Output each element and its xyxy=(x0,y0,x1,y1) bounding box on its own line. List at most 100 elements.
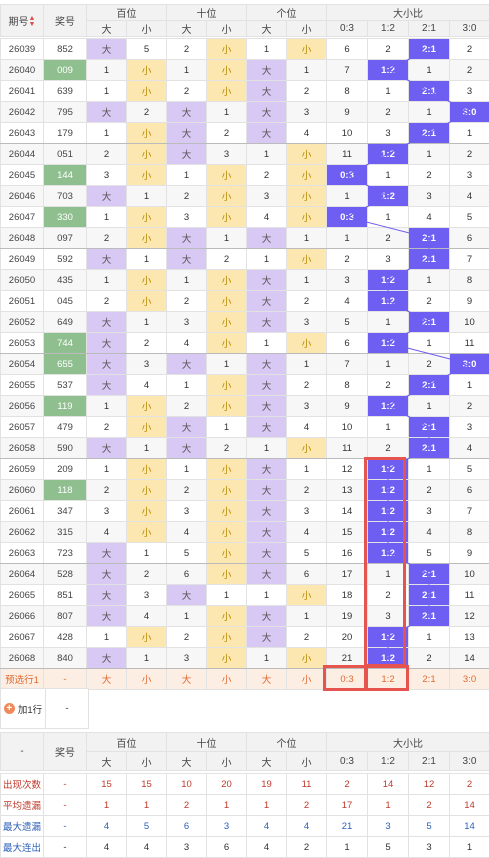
value-marker: 小 xyxy=(206,185,247,207)
miss-count: 1 xyxy=(286,605,327,627)
value-marker: 大 xyxy=(246,122,287,144)
predict-option-2[interactable]: 大 xyxy=(166,668,207,690)
miss-count: 2 xyxy=(166,185,207,207)
miss-count: 5 xyxy=(408,542,450,564)
issue-cell: 26067 xyxy=(0,626,44,648)
value-marker: 大 xyxy=(86,353,127,375)
value-marker: 小 xyxy=(126,626,167,648)
predict-option-3[interactable]: 小 xyxy=(206,668,247,690)
predict-option-4[interactable]: 大 xyxy=(246,668,287,690)
stats-label: 平均遗漏 xyxy=(0,794,44,816)
value-marker: 大 xyxy=(246,395,287,417)
stats-value: 14 xyxy=(367,773,409,795)
header-sub-5: 小 xyxy=(286,20,327,37)
value-marker: 小 xyxy=(206,479,247,501)
stats-value: 11 xyxy=(286,773,327,795)
footer-sub-6: 0:3 xyxy=(326,751,368,771)
predict-option-5[interactable]: 小 xyxy=(286,668,327,690)
value-marker: 大 xyxy=(86,101,127,123)
predict-option-9[interactable]: 3:0 xyxy=(449,668,489,690)
issue-cell: 26050 xyxy=(0,269,44,291)
issue-cell: 26041 xyxy=(0,80,44,102)
table-row: 26055 537 大 4 1 小大 2 8 2 2:1 1 xyxy=(0,374,489,396)
value-marker: 小 xyxy=(206,542,247,564)
predict-option-0[interactable]: 大 xyxy=(86,668,127,690)
value-marker: 小 xyxy=(126,80,167,102)
miss-count: 1 xyxy=(326,185,368,207)
value-marker: 小 xyxy=(206,311,247,333)
value-marker: 大 xyxy=(86,185,127,207)
value-marker: 小 xyxy=(126,479,167,501)
miss-count: 2 xyxy=(246,164,287,186)
issue-header[interactable]: 期号▲ ▼ xyxy=(0,4,44,37)
issue-cell: 26040 xyxy=(0,59,44,81)
miss-count: 1 xyxy=(126,248,167,270)
miss-count: 2 xyxy=(126,563,167,585)
miss-count: 3 xyxy=(166,647,207,669)
issue-header-label: 期号 xyxy=(8,16,29,28)
header-sub-3: 小 xyxy=(206,20,247,37)
predict-option-6[interactable]: 0:3 xyxy=(326,668,368,690)
value-marker: 小 xyxy=(206,458,247,480)
value-marker: 小 xyxy=(126,521,167,543)
stats-value: 1 xyxy=(206,794,247,816)
footer-sub-9: 3:0 xyxy=(449,751,489,771)
value-marker: 大 xyxy=(246,227,287,249)
miss-count: 2 xyxy=(206,122,247,144)
table-row: 26047 330 1 小 3 小 4 小 0:3 1 4 5 xyxy=(0,206,489,228)
stats-value: 2 xyxy=(286,794,327,816)
issue-cell: 26059 xyxy=(0,458,44,480)
issue-cell: 26046 xyxy=(0,185,44,207)
miss-count: 7 xyxy=(449,500,489,522)
miss-count: 1 xyxy=(86,395,127,417)
value-marker: 大 xyxy=(86,248,127,270)
table-row: 26048 097 2 小大 1 大 1 1 2 2:1 6 xyxy=(0,227,489,249)
stats-num: - xyxy=(43,773,87,795)
miss-count: 1 xyxy=(367,164,409,186)
miss-count: 15 xyxy=(326,521,368,543)
value-marker: 小 xyxy=(126,122,167,144)
miss-count: 1 xyxy=(408,59,450,81)
miss-count: 2 xyxy=(286,80,327,102)
miss-count: 11 xyxy=(326,143,368,165)
miss-count: 9 xyxy=(326,101,368,123)
value-marker: 小 xyxy=(206,374,247,396)
stats-value: 3 xyxy=(206,815,247,837)
value-marker: 大 xyxy=(246,80,287,102)
miss-count: 1 xyxy=(326,227,368,249)
num-cell: 179 xyxy=(43,122,87,144)
miss-count: 1 xyxy=(126,311,167,333)
stats-value: 10 xyxy=(166,773,207,795)
miss-count: 11 xyxy=(449,332,489,354)
value-marker: 大 xyxy=(166,584,207,606)
ratio-marker: 1:2 xyxy=(367,521,409,543)
value-marker: 小 xyxy=(206,563,247,585)
sort-icon[interactable]: ▲ ▼ xyxy=(28,15,36,29)
miss-count: 2 xyxy=(126,101,167,123)
value-marker: 小 xyxy=(286,185,327,207)
ratio-marker: 1:2 xyxy=(367,269,409,291)
miss-count: 8 xyxy=(449,521,489,543)
add-row-button[interactable]: + 加1行 xyxy=(0,688,46,729)
predict-label: 预选行1 xyxy=(0,668,44,690)
predict-option-8[interactable]: 2:1 xyxy=(408,668,450,690)
miss-count: 9 xyxy=(326,395,368,417)
ratio-marker: 2:1 xyxy=(408,437,450,459)
miss-count: 1 xyxy=(206,584,247,606)
header-sub-4: 大 xyxy=(246,20,287,37)
miss-count: 4 xyxy=(86,521,127,543)
miss-count: 2 xyxy=(408,647,450,669)
predict-option-1[interactable]: 小 xyxy=(126,668,167,690)
miss-count: 2 xyxy=(286,290,327,312)
issue-cell: 26047 xyxy=(0,206,44,228)
miss-count: 1 xyxy=(246,437,287,459)
table-row: 26042 795 大 2 大 1 大 3 9 2 1 3:0 xyxy=(0,101,489,123)
num-cell: 590 xyxy=(43,437,87,459)
miss-count: 1 xyxy=(166,269,207,291)
predict-option-7[interactable]: 1:2 xyxy=(367,668,409,690)
miss-count: 1 xyxy=(286,269,327,291)
value-marker: 大 xyxy=(246,563,287,585)
miss-count: 2 xyxy=(286,479,327,501)
stats-value: 2 xyxy=(286,836,327,858)
ratio-marker: 1:2 xyxy=(367,332,409,354)
